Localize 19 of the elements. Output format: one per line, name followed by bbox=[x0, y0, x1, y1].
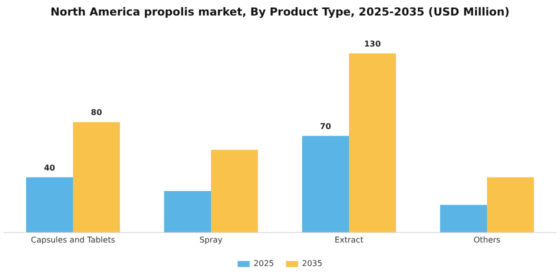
bar bbox=[26, 177, 73, 232]
data-label: 130 bbox=[364, 39, 382, 48]
bar bbox=[73, 122, 120, 232]
bar bbox=[440, 204, 487, 232]
legend-label: 2035 bbox=[302, 259, 322, 268]
chart-title: North America propolis market, By Product Type, 2025-2035 (USD Million) bbox=[50, 5, 510, 18]
bar bbox=[164, 191, 211, 232]
data-label: 80 bbox=[90, 108, 102, 118]
legend-label: 2025 bbox=[254, 259, 274, 268]
bar bbox=[487, 177, 534, 232]
x-tick-label: Capsules and Tablets bbox=[30, 235, 116, 244]
data-label: 70 bbox=[320, 122, 332, 131]
x-tick-label: Others bbox=[474, 235, 500, 244]
bar bbox=[302, 136, 349, 232]
bar bbox=[211, 150, 258, 232]
bar bbox=[349, 53, 396, 232]
data-label: 40 bbox=[44, 163, 56, 172]
x-tick-label: Spray bbox=[199, 235, 223, 244]
x-tick-label: Extract bbox=[334, 235, 364, 244]
